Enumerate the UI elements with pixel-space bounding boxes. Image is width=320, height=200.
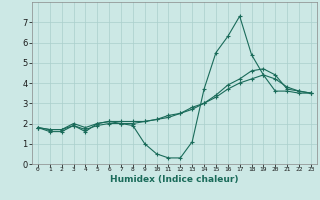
X-axis label: Humidex (Indice chaleur): Humidex (Indice chaleur) (110, 175, 239, 184)
